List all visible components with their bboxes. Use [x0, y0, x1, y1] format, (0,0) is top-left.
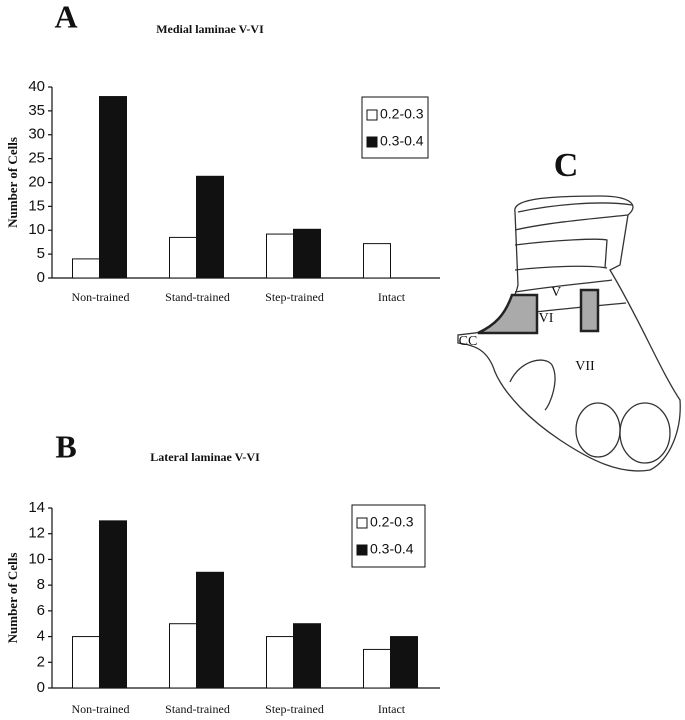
bar [99, 96, 127, 279]
legend-swatch [366, 136, 378, 148]
legend-box [351, 504, 426, 568]
y-tick-label: 0 [37, 269, 45, 286]
y-axis-label: Number of Cells [5, 137, 20, 228]
cord-outline [457, 195, 681, 472]
y-tick-label: 14 [28, 499, 45, 516]
bar [196, 571, 224, 689]
x-tick-label: Step-trained [265, 702, 324, 716]
bar [196, 175, 224, 279]
bar [293, 228, 321, 279]
y-tick-label: 10 [28, 221, 45, 238]
legend-swatch [356, 544, 368, 556]
motor-pool [619, 402, 671, 464]
bar [293, 623, 321, 689]
chart-title: Lateral laminae V-VI [150, 450, 260, 464]
bar [363, 243, 391, 279]
region-label: CC [459, 334, 478, 349]
x-tick-label: Non-trained [72, 290, 130, 304]
legend-label: 0.2-0.3 [380, 106, 424, 122]
legend-label: 0.3-0.4 [370, 541, 414, 557]
region-label: VII [575, 359, 595, 374]
bar [99, 520, 127, 689]
y-tick-label: 5 [37, 245, 45, 262]
y-tick-label: 35 [28, 102, 45, 119]
motor-pool [575, 402, 621, 458]
region-label: VI [539, 311, 554, 326]
y-tick-label: 6 [37, 602, 45, 619]
medial-region [477, 293, 539, 335]
legend-swatch [356, 517, 368, 529]
bar [72, 636, 100, 689]
y-tick-label: 40 [28, 78, 45, 95]
y-tick-label: 0 [37, 679, 45, 696]
bar [72, 258, 100, 279]
legend-label: 0.3-0.4 [380, 133, 424, 149]
bar [169, 623, 197, 689]
lamina-line [514, 238, 608, 269]
x-tick-label: Step-trained [265, 290, 324, 304]
spinal-cord-diagram [457, 195, 681, 472]
x-tick-label: Stand-trained [165, 290, 230, 304]
lamina-line [509, 359, 556, 411]
bar [266, 636, 294, 689]
bar [363, 648, 391, 689]
y-tick-label: 10 [28, 550, 45, 567]
x-tick-label: Non-trained [72, 702, 130, 716]
y-tick-label: 15 [28, 197, 45, 214]
legend-box [361, 96, 429, 159]
bar [266, 233, 294, 279]
chart-title: Medial laminae V-VI [156, 22, 264, 36]
y-tick-label: 30 [28, 126, 45, 143]
y-tick-label: 12 [28, 525, 45, 542]
x-tick-label: Stand-trained [165, 702, 230, 716]
bar [390, 636, 418, 689]
bar [169, 236, 197, 279]
panel-label: B [55, 428, 76, 464]
y-tick-label: 4 [37, 628, 45, 645]
region-label: V [551, 285, 561, 300]
panel-label: A [54, 0, 77, 34]
lamina-line [514, 279, 613, 293]
legend-label: 0.2-0.3 [370, 514, 414, 530]
y-tick-label: 20 [28, 173, 45, 190]
x-tick-label: Intact [378, 290, 406, 304]
lateral-region [579, 288, 600, 333]
y-tick-label: 2 [37, 653, 45, 670]
legend-swatch [366, 109, 378, 121]
x-tick-label: Intact [378, 702, 406, 716]
lamina-line [517, 202, 633, 213]
lamina-line [514, 265, 608, 271]
y-axis-label: Number of Cells [5, 553, 20, 644]
y-tick-label: 25 [28, 150, 45, 167]
y-tick-label: 8 [37, 576, 45, 593]
lamina-line [514, 214, 629, 231]
panel-label: C [554, 147, 579, 184]
